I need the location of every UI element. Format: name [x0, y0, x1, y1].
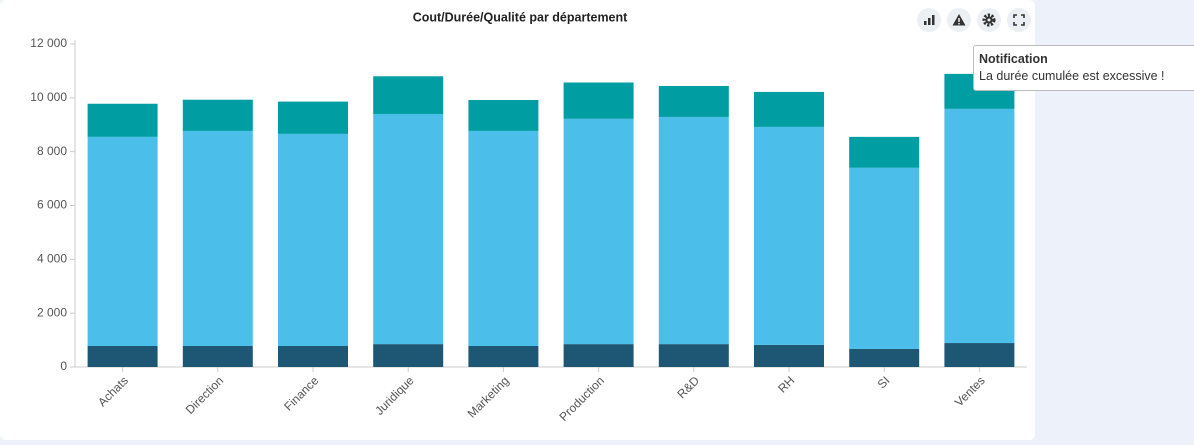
chart-title: Cout/Durée/Qualité par département: [413, 10, 628, 24]
bar-segment: [182, 346, 253, 367]
x-tick-label: RH: [775, 373, 797, 395]
bar-segment: [658, 116, 729, 345]
tooltip-text: La durée cumulée est excessive !: [979, 69, 1165, 83]
tooltip-title: Notification: [979, 52, 1048, 66]
x-tick-label: SI: [875, 373, 893, 391]
fullscreen-button[interactable]: [1007, 8, 1031, 32]
bar-segment: [278, 101, 348, 134]
bar-segment: [849, 136, 920, 168]
bar-segment: [87, 136, 158, 347]
bar-segment: [468, 346, 539, 367]
bar-segment: [87, 103, 158, 137]
y-tick-label: 0: [60, 359, 67, 373]
bar-segment: [373, 113, 444, 345]
bar-segment: [563, 82, 634, 119]
bar-segment: [278, 133, 348, 347]
bar-segment: [658, 85, 729, 117]
bar-segment: [754, 344, 824, 367]
bar-segment: [278, 346, 348, 367]
x-tick-label: Production: [556, 373, 606, 423]
chart: Cout/Durée/Qualité par département 0 2 00…: [30, 10, 1027, 424]
x-tick-label: Direction: [183, 373, 226, 416]
y-tick-label: 4 000: [37, 252, 67, 266]
warning-button[interactable]: [947, 8, 971, 32]
x-tick-label: Ventes: [952, 373, 988, 409]
bar-segment: [754, 91, 824, 127]
bar-segment: [563, 118, 634, 345]
bar-segment: [373, 344, 444, 367]
y-tick-label: 12 000: [30, 36, 67, 50]
y-tick-label: 2 000: [37, 305, 67, 319]
x-tick-label: Finance: [281, 373, 321, 413]
bar-segment: [563, 344, 634, 367]
x-tick-label: Marketing: [465, 373, 512, 420]
bar-segment: [944, 343, 1015, 367]
bar-segment: [849, 348, 920, 367]
y-tick-label: 8 000: [37, 144, 67, 158]
tooltip: Notification La durée cumulée est excessi…: [973, 45, 1194, 91]
settings-button[interactable]: [977, 8, 1001, 32]
bar-segment: [182, 130, 253, 347]
y-tick-label: 6 000: [37, 198, 67, 212]
bar-segment: [468, 130, 539, 347]
bar-segment: [182, 99, 253, 131]
bar-segment: [373, 76, 444, 114]
bar-segment: [658, 344, 729, 367]
x-tick-label: Achats: [95, 373, 131, 409]
x-tick-label: R&D: [674, 373, 702, 401]
bar-segment: [468, 99, 539, 131]
y-tick-label: 10 000: [30, 90, 67, 104]
chart-type-button[interactable]: [917, 8, 941, 32]
bar-segment: [754, 126, 824, 345]
bar-segment: [944, 108, 1015, 344]
bar-segment: [87, 346, 158, 367]
bar-segment: [849, 167, 920, 349]
x-tick-label: Juridique: [372, 373, 417, 418]
